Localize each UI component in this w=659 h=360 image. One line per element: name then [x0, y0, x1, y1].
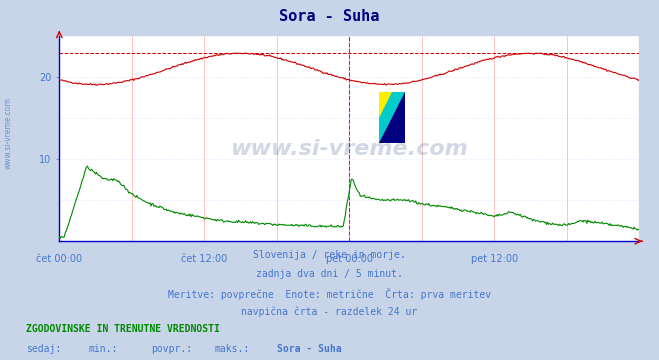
- Text: pet 00:00: pet 00:00: [326, 253, 373, 264]
- Text: Sora - Suha: Sora - Suha: [279, 9, 380, 24]
- Text: navpična črta - razdelek 24 ur: navpična črta - razdelek 24 ur: [241, 306, 418, 317]
- Text: ZGODOVINSKE IN TRENUTNE VREDNOSTI: ZGODOVINSKE IN TRENUTNE VREDNOSTI: [26, 324, 220, 334]
- Text: povpr.:: povpr.:: [152, 344, 192, 354]
- Text: maks.:: maks.:: [214, 344, 249, 354]
- Text: www.si-vreme.com: www.si-vreme.com: [231, 139, 468, 159]
- Text: zadnja dva dni / 5 minut.: zadnja dva dni / 5 minut.: [256, 269, 403, 279]
- Polygon shape: [379, 92, 392, 117]
- Text: Slovenija / reke in morje.: Slovenija / reke in morje.: [253, 250, 406, 260]
- Text: min.:: min.:: [89, 344, 119, 354]
- Text: www.si-vreme.com: www.si-vreme.com: [3, 97, 13, 169]
- Text: Meritve: povprečne  Enote: metrične  Črta: prva meritev: Meritve: povprečne Enote: metrične Črta:…: [168, 288, 491, 300]
- Text: Sora - Suha: Sora - Suha: [277, 344, 341, 354]
- Text: čet 12:00: čet 12:00: [181, 253, 227, 264]
- Polygon shape: [379, 92, 405, 143]
- Polygon shape: [379, 92, 405, 143]
- Text: sedaj:: sedaj:: [26, 344, 61, 354]
- Text: čet 00:00: čet 00:00: [36, 253, 82, 264]
- Text: pet 12:00: pet 12:00: [471, 253, 518, 264]
